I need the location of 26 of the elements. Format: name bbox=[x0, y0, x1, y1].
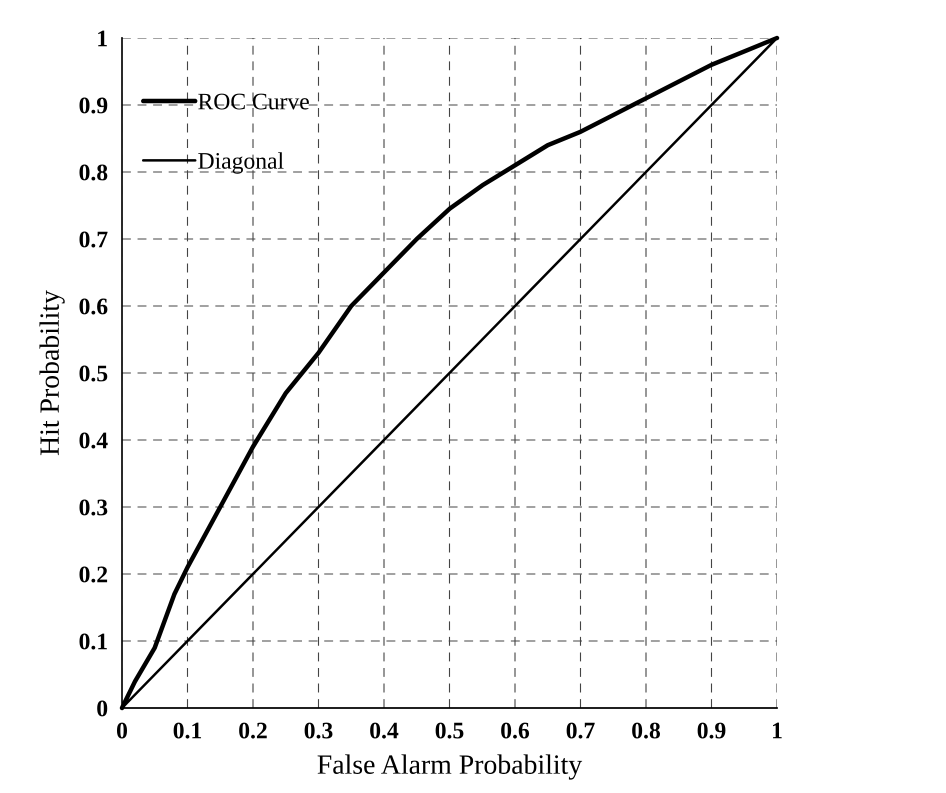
y-tick-label: 0.3 bbox=[79, 499, 108, 516]
x-tick-label: 0.7 bbox=[566, 722, 595, 739]
y-tick-label: 0 bbox=[97, 700, 108, 716]
x-tick-label: 0.2 bbox=[239, 722, 267, 739]
x-tick-label: 0 bbox=[116, 722, 128, 739]
x-tick-label: 0.4 bbox=[370, 722, 398, 739]
x-tick-label: 0.8 bbox=[632, 722, 660, 739]
x-tick-label: 1 bbox=[772, 722, 782, 738]
y-tick-label: 0.5 bbox=[79, 365, 108, 382]
y-axis-title: Hit Probability bbox=[39, 290, 65, 456]
x-tick-label: 0.5 bbox=[436, 722, 464, 739]
legend-label: ROC Curve bbox=[198, 94, 309, 110]
y-tick-label: 0.4 bbox=[79, 432, 108, 449]
x-tick-label: 0.6 bbox=[501, 722, 530, 739]
y-tick-label: 0.9 bbox=[79, 97, 108, 114]
y-tick-label: 0.7 bbox=[79, 231, 108, 248]
y-tick-label: 1 bbox=[98, 30, 107, 46]
x-tick-label: 0.1 bbox=[174, 722, 202, 739]
y-tick-label: 0.6 bbox=[79, 298, 108, 315]
y-tick-label: 0.2 bbox=[79, 566, 108, 583]
y-tick-label: 0.1 bbox=[79, 633, 107, 650]
legend-label: Diagonal bbox=[198, 152, 284, 174]
x-tick-label: 0.3 bbox=[304, 722, 332, 739]
x-tick-label: 0.9 bbox=[698, 722, 726, 739]
x-axis-title: False Alarm Probability bbox=[318, 754, 582, 780]
y-tick-label: 0.8 bbox=[79, 164, 108, 181]
